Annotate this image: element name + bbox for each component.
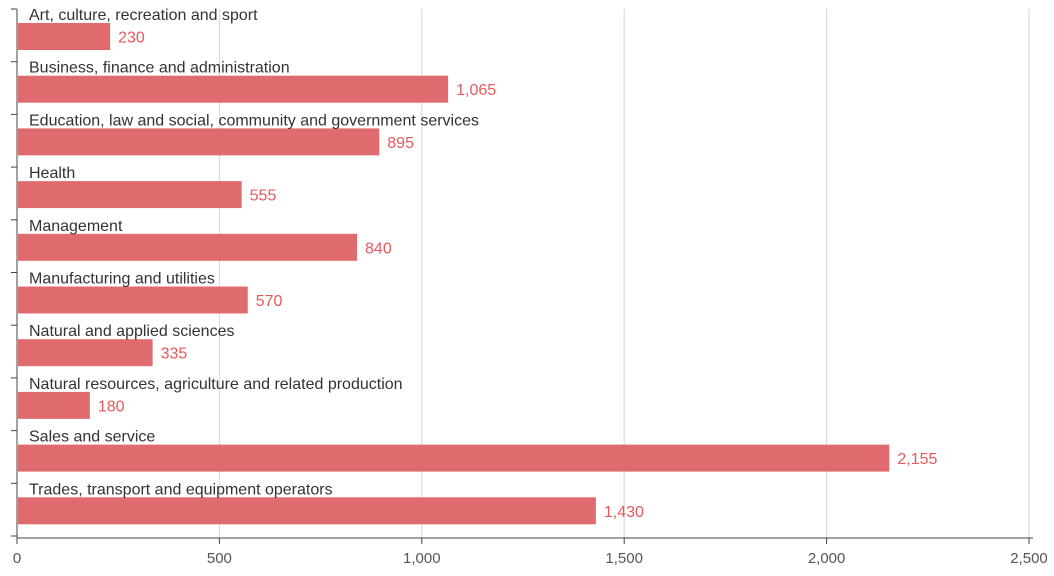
x-tick-label: 2,500 [1010,550,1048,567]
axes: 0 500 1,000 1,500 2,000 2,500 [11,8,1048,567]
category-labels: Art, culture, recreation and sport Busine… [29,7,479,498]
x-tick-label: 0 [13,550,21,567]
bar [18,23,111,50]
category-label: Natural resources, agriculture and relat… [29,376,403,393]
bar [18,128,380,156]
value-label: 335 [161,346,188,363]
value-label: 1,065 [456,82,496,99]
x-tick-label: 1,500 [605,550,643,567]
value-label: 570 [256,293,283,310]
bar [18,497,596,525]
bars [18,23,890,525]
x-tick-label: 500 [207,550,232,567]
bar [18,391,90,419]
category-label: Sales and service [29,429,155,446]
bar [18,181,242,209]
category-label: Education, law and social, community and… [29,112,479,129]
value-label: 895 [387,135,414,152]
category-label: Manufacturing and utilities [29,271,215,288]
category-label: Health [29,165,75,182]
category-label: Art, culture, recreation and sport [29,7,258,24]
value-label: 2,155 [897,451,937,468]
bar [18,75,449,103]
category-label: Business, finance and administration [29,60,290,77]
bar [18,444,890,472]
bar [18,233,358,261]
x-tick-label: 2,000 [808,550,846,567]
bar [18,286,248,314]
value-label: 1,430 [604,504,644,521]
value-label: 840 [365,240,392,257]
category-label: Management [29,218,123,235]
category-label: Natural and applied sciences [29,323,234,340]
bar [18,339,153,367]
value-label: 230 [118,30,145,47]
value-label: 180 [98,398,125,415]
value-label: 555 [250,188,277,205]
x-tick-label: 1,000 [403,550,441,567]
category-label: Trades, transport and equipment operator… [29,481,333,498]
value-labels: 230 1,065 895 555 840 570 335 180 2,155 1,430 [98,30,938,521]
